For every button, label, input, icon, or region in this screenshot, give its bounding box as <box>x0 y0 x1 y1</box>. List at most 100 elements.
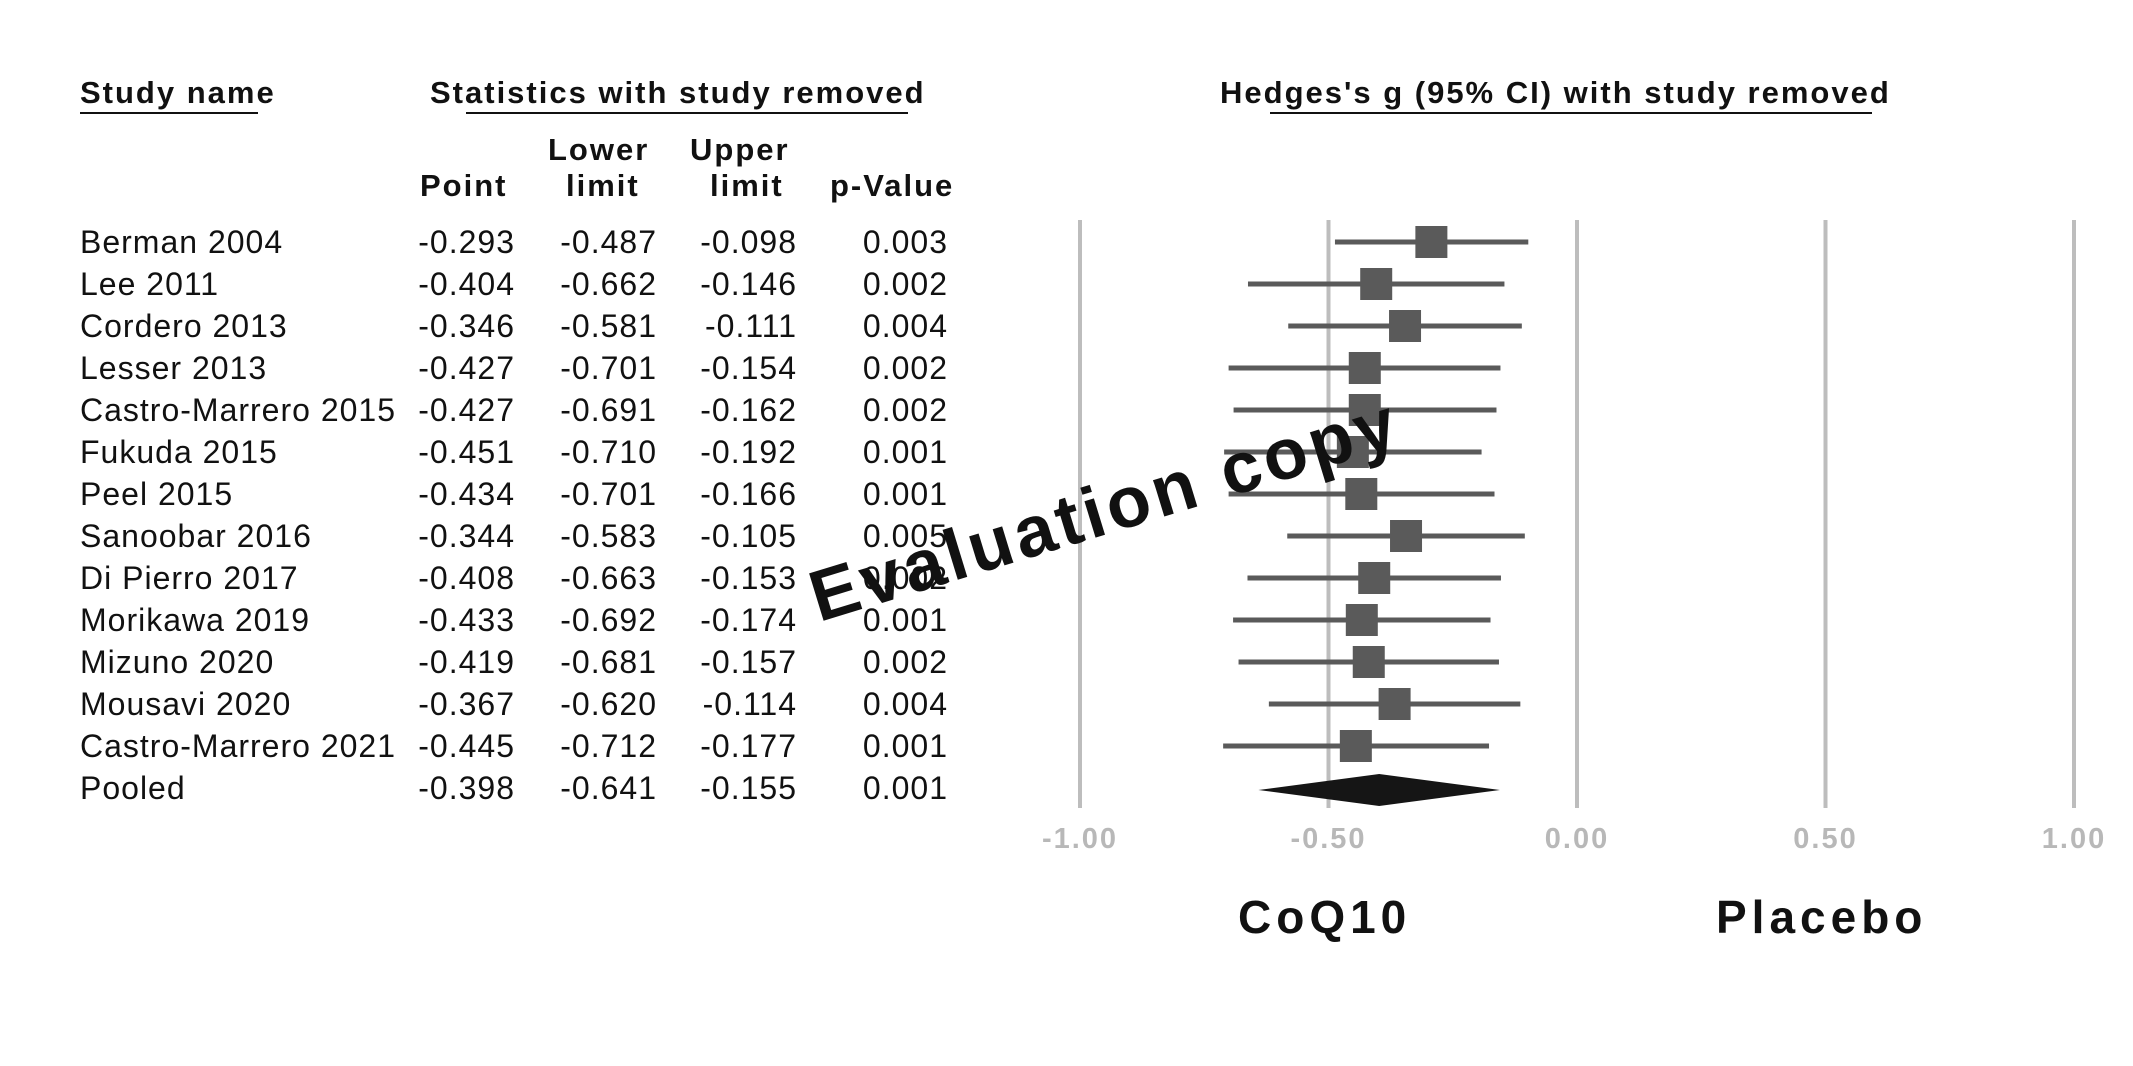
p-value-cell: 0.001 <box>862 434 948 470</box>
lower-header-line2: limit <box>566 168 640 203</box>
point-cell: -0.344 <box>418 518 515 554</box>
point-marker <box>1339 730 1372 762</box>
p-value-cell: 0.005 <box>862 518 948 554</box>
p-value-cell: 0.004 <box>862 686 948 722</box>
x-tick-label: 0.50 <box>1793 823 1857 855</box>
upper-limit-cell: -0.177 <box>700 728 797 764</box>
point-marker <box>1415 226 1448 258</box>
lower-limit-cell: -0.692 <box>560 602 657 638</box>
point-marker <box>1336 436 1369 468</box>
point-cell: -0.419 <box>418 644 515 680</box>
p-value-cell: 0.002 <box>862 560 948 596</box>
study-name-cell: Morikawa 2019 <box>80 602 310 638</box>
lower-limit-cell: -0.701 <box>560 476 657 512</box>
point-marker <box>1390 520 1423 552</box>
stats-header-underline <box>466 112 908 114</box>
pvalue-header: p-Value <box>830 168 955 203</box>
lower-limit-cell: -0.710 <box>560 434 657 470</box>
lower-header-line1: Lower <box>548 132 650 167</box>
point-cell: -0.408 <box>418 560 515 596</box>
study-name-cell: Mousavi 2020 <box>80 686 292 722</box>
lower-limit-cell: -0.681 <box>560 644 657 680</box>
point-cell: -0.367 <box>418 686 515 722</box>
upper-limit-cell: -0.157 <box>700 644 797 680</box>
point-cell: -0.293 <box>418 224 515 260</box>
p-value-cell: 0.002 <box>862 350 948 386</box>
p-value-cell: 0.003 <box>862 224 948 260</box>
lower-limit-cell: -0.581 <box>560 308 657 344</box>
lower-limit-cell: -0.662 <box>560 266 657 302</box>
lower-limit-cell: -0.701 <box>560 350 657 386</box>
plot-header-underline <box>1270 112 1872 114</box>
favours-placebo-label: Placebo <box>1716 891 1928 943</box>
point-marker <box>1348 394 1381 426</box>
lower-limit-cell: -0.712 <box>560 728 657 764</box>
upper-limit-cell: -0.174 <box>700 602 797 638</box>
p-value-cell: 0.001 <box>862 770 948 806</box>
x-tick-label: -0.50 <box>1290 823 1366 855</box>
study-name-cell: Peel 2015 <box>80 476 234 512</box>
point-cell: -0.433 <box>418 602 515 638</box>
upper-limit-cell: -0.155 <box>700 770 797 806</box>
stats-header: Statistics with study removed <box>430 75 926 110</box>
study-name-cell: Pooled <box>80 770 186 806</box>
point-cell: -0.427 <box>418 392 515 428</box>
p-value-cell: 0.002 <box>862 644 948 680</box>
p-value-cell: 0.001 <box>862 728 948 764</box>
upper-limit-cell: -0.146 <box>700 266 797 302</box>
lower-limit-cell: -0.691 <box>560 392 657 428</box>
upper-limit-cell: -0.192 <box>700 434 797 470</box>
study-name-cell: Castro-Marrero 2021 <box>80 728 396 764</box>
lower-limit-cell: -0.487 <box>560 224 657 260</box>
study-name-cell: Cordero 2013 <box>80 308 288 344</box>
point-cell: -0.398 <box>418 770 515 806</box>
x-tick-label: -1.00 <box>1042 823 1118 855</box>
pooled-diamond <box>1258 774 1500 806</box>
p-value-cell: 0.001 <box>862 602 948 638</box>
point-header: Point <box>420 168 508 203</box>
plot-header: Hedges's g (95% CI) with study removed <box>1220 75 1891 110</box>
point-cell: -0.346 <box>418 308 515 344</box>
study-name-cell: Berman 2004 <box>80 224 284 260</box>
point-cell: -0.445 <box>418 728 515 764</box>
point-marker <box>1360 268 1393 300</box>
x-tick-label: 1.00 <box>2042 823 2106 855</box>
upper-limit-cell: -0.162 <box>700 392 797 428</box>
point-cell: -0.404 <box>418 266 515 302</box>
point-marker <box>1345 604 1378 636</box>
study-name-cell: Sanoobar 2016 <box>80 518 312 554</box>
study-name-cell: Di Pierro 2017 <box>80 560 299 596</box>
p-value-cell: 0.001 <box>862 476 948 512</box>
study-name-cell: Mizuno 2020 <box>80 644 275 680</box>
upper-header-line2: limit <box>710 168 784 203</box>
point-marker <box>1345 478 1378 510</box>
x-tick-label: 0.00 <box>1545 823 1609 855</box>
point-cell: -0.434 <box>418 476 515 512</box>
point-cell: -0.427 <box>418 350 515 386</box>
study-name-cell: Fukuda 2015 <box>80 434 278 470</box>
lower-limit-cell: -0.641 <box>560 770 657 806</box>
favours-coq10-label: CoQ10 <box>1238 891 1412 943</box>
point-marker <box>1352 646 1385 678</box>
upper-limit-cell: -0.105 <box>700 518 797 554</box>
point-cell: -0.451 <box>418 434 515 470</box>
upper-limit-cell: -0.153 <box>700 560 797 596</box>
upper-limit-cell: -0.154 <box>700 350 797 386</box>
point-marker <box>1389 310 1422 342</box>
study-name-cell: Lee 2011 <box>80 266 220 302</box>
upper-limit-cell: -0.114 <box>702 686 797 722</box>
lower-limit-cell: -0.583 <box>560 518 657 554</box>
study-name-cell: Castro-Marrero 2015 <box>80 392 396 428</box>
upper-header-line1: Upper <box>690 132 790 167</box>
study-name-cell: Lesser 2013 <box>80 350 268 386</box>
lower-limit-cell: -0.620 <box>560 686 657 722</box>
upper-limit-cell: -0.111 <box>705 308 797 344</box>
study-name-underline <box>80 112 258 114</box>
point-marker <box>1358 562 1391 594</box>
upper-limit-cell: -0.166 <box>700 476 797 512</box>
lower-limit-cell: -0.663 <box>560 560 657 596</box>
point-marker <box>1348 352 1381 384</box>
p-value-cell: 0.004 <box>862 308 948 344</box>
